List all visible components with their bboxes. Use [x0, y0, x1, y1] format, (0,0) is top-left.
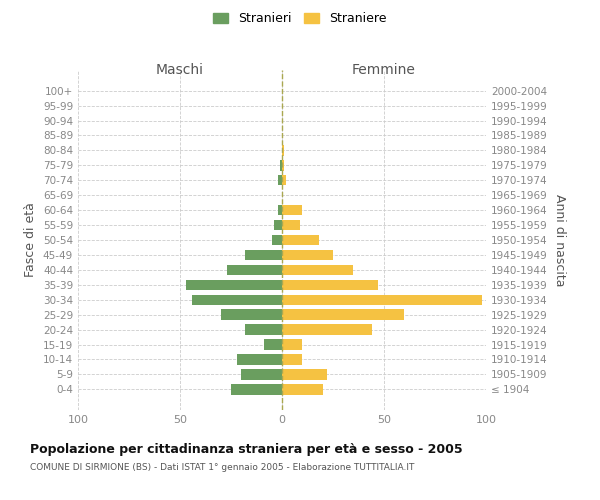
Bar [186, 280, 282, 290]
Bar [278, 205, 282, 216]
Text: COMUNE DI SIRMIONE (BS) - Dati ISTAT 1° gennaio 2005 - Elaborazione TUTTITALIA.I: COMUNE DI SIRMIONE (BS) - Dati ISTAT 1° … [30, 464, 415, 472]
Text: Femmine: Femmine [352, 63, 416, 77]
Bar [282, 264, 353, 275]
Bar [282, 175, 286, 186]
Legend: Stranieri, Straniere: Stranieri, Straniere [209, 8, 391, 29]
Bar [282, 324, 372, 335]
Bar [282, 250, 333, 260]
Bar [282, 205, 302, 216]
Bar [282, 354, 302, 364]
Bar [245, 250, 282, 260]
Bar [282, 235, 319, 245]
Text: Maschi: Maschi [156, 63, 204, 77]
Bar [282, 280, 378, 290]
Bar [282, 145, 284, 156]
Bar [274, 220, 282, 230]
Y-axis label: Anni di nascita: Anni di nascita [553, 194, 566, 286]
Bar [280, 160, 282, 170]
Bar [231, 384, 282, 394]
Bar [282, 340, 302, 349]
Bar [278, 175, 282, 186]
Bar [282, 294, 482, 305]
Bar [221, 310, 282, 320]
Bar [282, 384, 323, 394]
Bar [282, 220, 301, 230]
Bar [282, 310, 404, 320]
Bar [245, 324, 282, 335]
Bar [272, 235, 282, 245]
Y-axis label: Fasce di età: Fasce di età [25, 202, 37, 278]
Bar [237, 354, 282, 364]
Bar [282, 369, 327, 380]
Bar [282, 160, 284, 170]
Bar [227, 264, 282, 275]
Bar [241, 369, 282, 380]
Bar [263, 340, 282, 349]
Bar [192, 294, 282, 305]
Text: Popolazione per cittadinanza straniera per età e sesso - 2005: Popolazione per cittadinanza straniera p… [30, 442, 463, 456]
